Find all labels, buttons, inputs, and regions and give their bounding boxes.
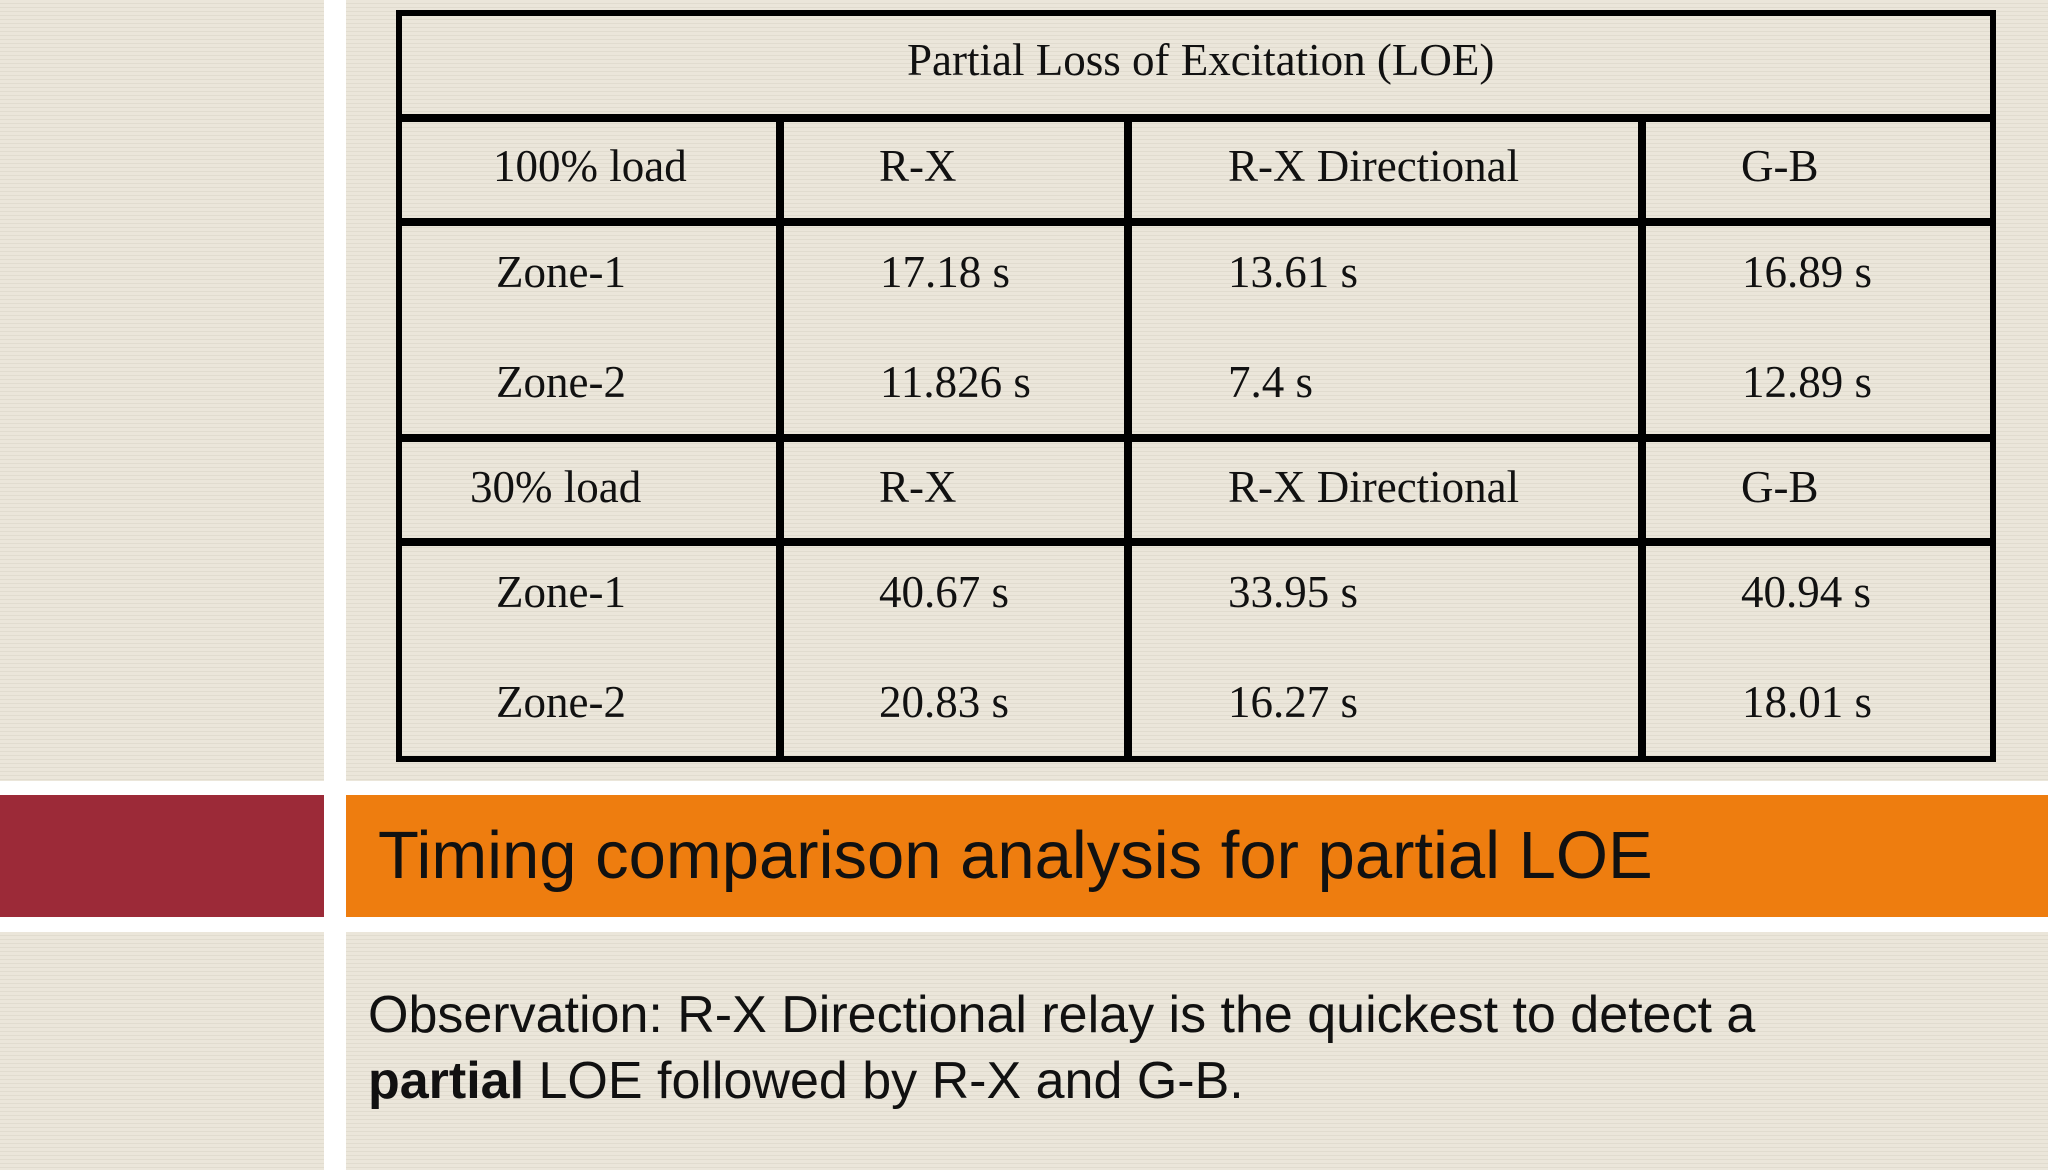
table-vline <box>1638 118 1646 762</box>
table-border-top <box>396 10 1996 16</box>
header-rx: R-X <box>879 462 957 512</box>
row-label-zone-2: Zone-2 <box>496 677 626 727</box>
cell-value: 33.95 s <box>1228 567 1359 617</box>
cell-value: 16.89 s <box>1742 247 1873 297</box>
cell-value: 13.61 s <box>1228 247 1359 297</box>
observation-suffix: LOE followed by R-X and G-B. <box>524 1052 1244 1110</box>
cell-value: 7.4 s <box>1228 357 1314 407</box>
table-hline <box>396 538 1996 546</box>
observation-bold-word: partial <box>368 1052 525 1110</box>
header-load-30: 30% load <box>470 462 642 512</box>
observation-prefix: Observation: R-X Directional relay is th… <box>368 986 1756 1044</box>
header-gb: G-B <box>1741 141 1819 191</box>
title-bar <box>346 795 2048 917</box>
header-gb: G-B <box>1741 462 1819 512</box>
cell-value: 11.826 s <box>880 357 1031 407</box>
cell-value: 16.27 s <box>1228 677 1359 727</box>
accent-block <box>0 795 324 917</box>
row-label-zone-2: Zone-2 <box>496 357 626 407</box>
table-vline <box>776 118 784 762</box>
cell-value: 12.89 s <box>1742 357 1873 407</box>
table-hline <box>396 114 1996 122</box>
cell-value: 17.18 s <box>880 247 1011 297</box>
cell-value: 20.83 s <box>879 677 1010 727</box>
cell-value: 40.94 s <box>1741 567 1872 617</box>
table-vline <box>1124 118 1132 762</box>
row-label-zone-1: Zone-1 <box>496 567 626 617</box>
table-title: Partial Loss of Excitation (LOE) <box>907 35 1495 85</box>
slide-title: Timing comparison analysis for partial L… <box>378 818 1653 893</box>
header-rx: R-X <box>879 141 957 191</box>
cell-value: 40.67 s <box>879 567 1010 617</box>
table-hline <box>396 434 1996 442</box>
table-hline <box>396 218 1996 226</box>
header-rx-directional: R-X Directional <box>1228 141 1520 191</box>
table-border-left <box>396 10 402 762</box>
header-rx-directional: R-X Directional <box>1228 462 1520 512</box>
observation-text: Observation: R-X Directional relay is th… <box>368 982 2008 1114</box>
row-label-zone-1: Zone-1 <box>496 247 626 297</box>
header-load-100: 100% load <box>493 141 687 191</box>
table-border-bottom <box>396 756 1996 762</box>
cell-value: 18.01 s <box>1742 677 1873 727</box>
loe-timing-table: Partial Loss of Excitation (LOE) 100% lo… <box>396 10 1996 762</box>
table-border-right <box>1990 10 1996 762</box>
